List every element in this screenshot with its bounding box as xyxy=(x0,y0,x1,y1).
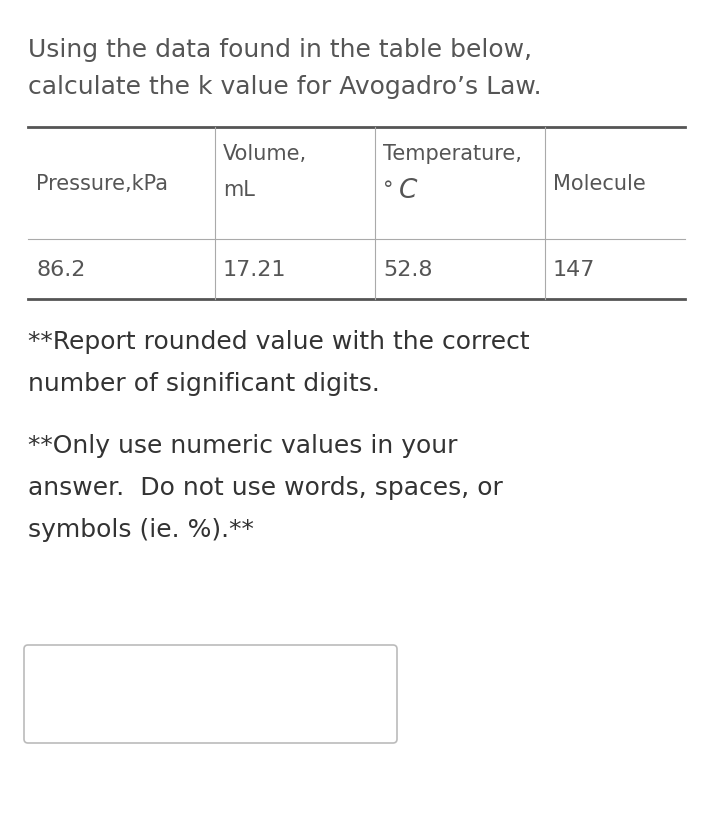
Text: symbols (ie. %).**: symbols (ie. %).** xyxy=(28,518,254,542)
Text: Temperature,: Temperature, xyxy=(383,144,522,164)
Text: answer.  Do not use words, spaces, or: answer. Do not use words, spaces, or xyxy=(28,476,503,500)
Text: Using the data found in the table below,: Using the data found in the table below, xyxy=(28,38,532,62)
Text: Volume,: Volume, xyxy=(223,144,307,164)
Text: Molecule: Molecule xyxy=(553,174,646,194)
Text: C: C xyxy=(399,178,417,203)
Text: number of significant digits.: number of significant digits. xyxy=(28,371,380,395)
Text: °: ° xyxy=(383,179,393,200)
FancyBboxPatch shape xyxy=(24,645,397,743)
Text: calculate the k value for Avogadro’s Law.: calculate the k value for Avogadro’s Law… xyxy=(28,75,542,99)
Text: mL: mL xyxy=(223,179,255,200)
Text: **Only use numeric values in your: **Only use numeric values in your xyxy=(28,433,457,457)
Text: 86.2: 86.2 xyxy=(36,260,85,280)
Text: 147: 147 xyxy=(553,260,595,280)
Text: 52.8: 52.8 xyxy=(383,260,432,280)
Text: 17.21: 17.21 xyxy=(223,260,287,280)
Text: **Report rounded value with the correct: **Report rounded value with the correct xyxy=(28,330,530,354)
Text: Pressure,kPa: Pressure,kPa xyxy=(36,174,168,194)
